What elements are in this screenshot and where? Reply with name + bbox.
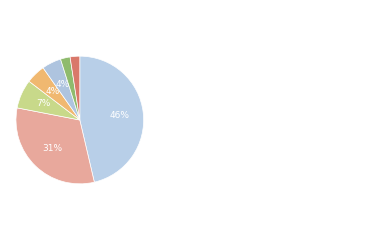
Wedge shape <box>29 68 80 120</box>
Wedge shape <box>16 108 94 184</box>
Wedge shape <box>17 81 80 120</box>
Text: 31%: 31% <box>42 144 62 153</box>
Legend: Canadian Centre for DNA
Barcoding [19], Centre for Biodiversity
Genomics [13], B: Canadian Centre for DNA Barcoding [19], … <box>152 39 287 201</box>
Wedge shape <box>80 56 144 182</box>
Text: 46%: 46% <box>109 111 129 120</box>
Wedge shape <box>70 56 80 120</box>
Wedge shape <box>43 59 80 120</box>
Wedge shape <box>60 57 80 120</box>
Text: 4%: 4% <box>55 80 70 89</box>
Text: 7%: 7% <box>36 99 51 108</box>
Text: 4%: 4% <box>45 87 60 96</box>
